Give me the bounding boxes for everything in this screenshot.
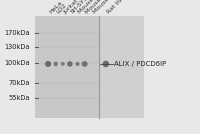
- Text: Mouse thymus: Mouse thymus: [85, 0, 121, 15]
- Text: ALIX / PDCD6IP: ALIX / PDCD6IP: [114, 61, 166, 67]
- Text: 170kDa: 170kDa: [4, 30, 30, 36]
- Ellipse shape: [45, 61, 51, 67]
- Ellipse shape: [75, 62, 80, 66]
- Bar: [35, 16, 144, 118]
- Text: 130kDa: 130kDa: [4, 44, 30, 50]
- Text: 55kDa: 55kDa: [8, 95, 30, 100]
- Ellipse shape: [61, 62, 65, 66]
- Text: Jurkat: Jurkat: [63, 0, 79, 15]
- Text: Rat liver: Rat liver: [106, 0, 128, 15]
- Text: LO2: LO2: [56, 3, 68, 15]
- Text: 70kDa: 70kDa: [8, 80, 30, 86]
- Ellipse shape: [103, 61, 109, 67]
- Ellipse shape: [82, 61, 88, 67]
- Text: HeLa: HeLa: [48, 0, 63, 15]
- Text: 100kDa: 100kDa: [4, 60, 30, 66]
- Bar: [99, 16, 144, 118]
- Text: Mouse liver: Mouse liver: [92, 0, 121, 15]
- Text: SH-SY5Y: SH-SY5Y: [70, 0, 92, 15]
- Text: Mouse brain: Mouse brain: [78, 0, 108, 15]
- Ellipse shape: [54, 62, 58, 66]
- Ellipse shape: [67, 61, 73, 67]
